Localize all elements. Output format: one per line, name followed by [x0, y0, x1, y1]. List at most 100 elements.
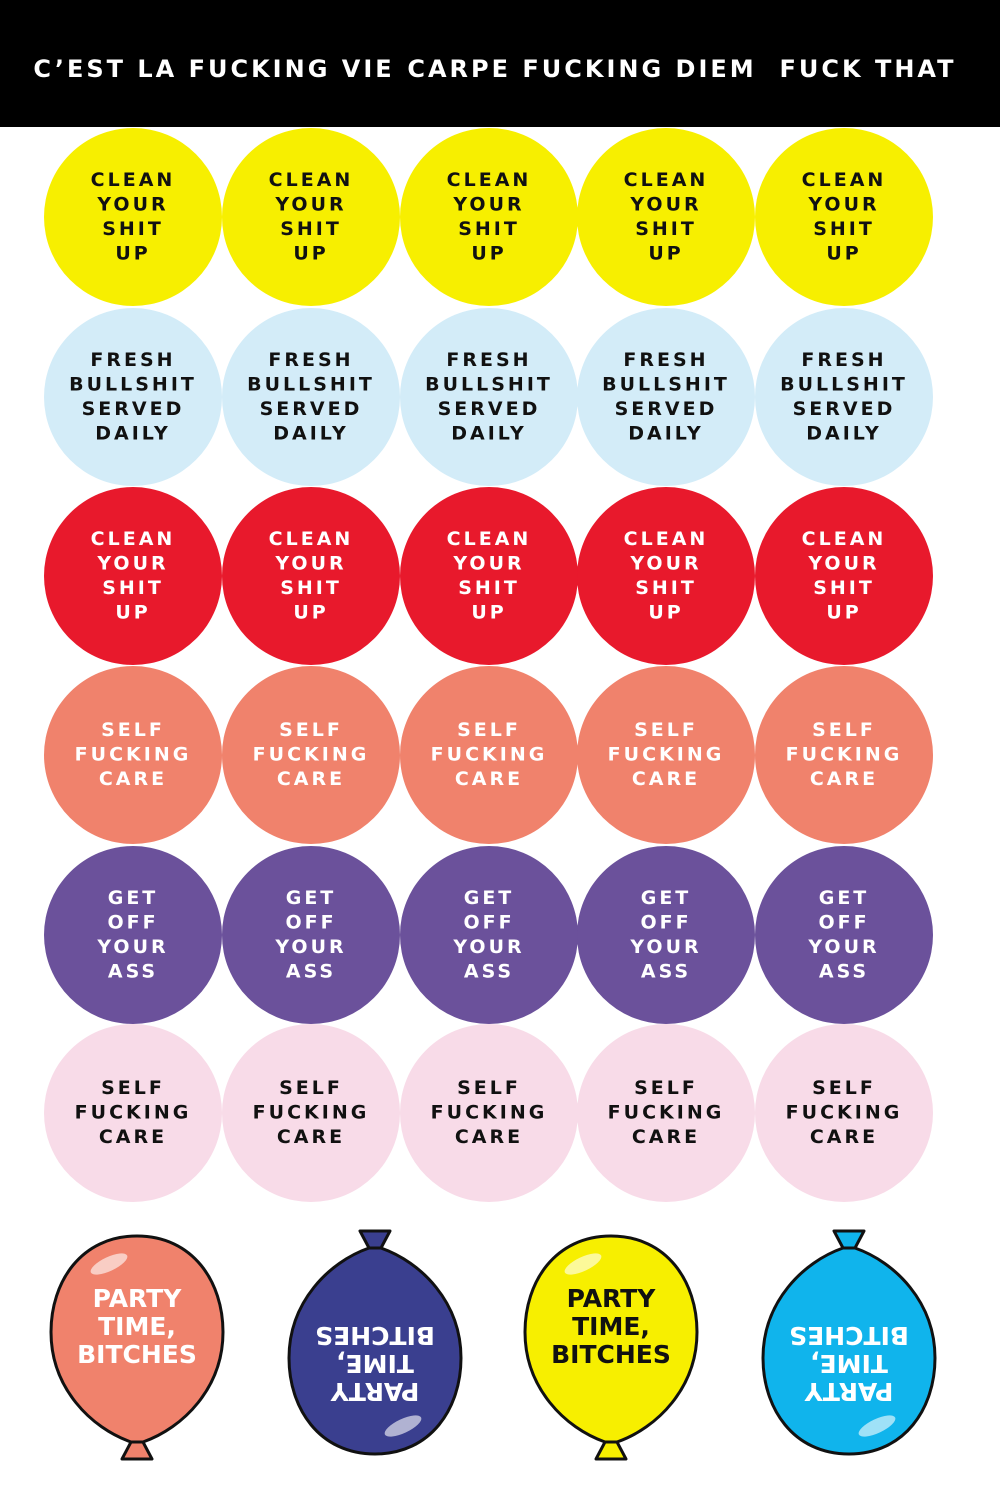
sticker-text: ASS: [641, 960, 691, 982]
sticker-text: UP: [648, 601, 683, 623]
sticker-circle: [755, 666, 933, 844]
sticker-text: OFF: [640, 911, 691, 933]
sticker-text: CLEAN: [91, 169, 176, 191]
sticker-text: DAILY: [806, 422, 881, 444]
sticker-text: SERVED: [260, 398, 363, 420]
sticker-text: CLEAN: [269, 169, 354, 191]
sticker-text: SHIT: [635, 218, 697, 240]
sticker-text: CARE: [455, 768, 523, 790]
balloon-knot: [594, 1440, 628, 1461]
sticker-text: SELF: [279, 719, 343, 741]
sticker-text: CARE: [277, 768, 345, 790]
sticker-text: SHIT: [280, 218, 342, 240]
sticker-circle: [222, 1024, 400, 1202]
sticker-text: SERVED: [438, 398, 541, 420]
sticker-text: ASS: [464, 960, 514, 982]
sticker-text: YOUR: [96, 936, 168, 958]
sticker-circle: [577, 666, 755, 844]
sticker-text: SHIT: [280, 577, 342, 599]
sticker-text: CARE: [810, 1126, 878, 1148]
sticker-text: SHIT: [813, 218, 875, 240]
sticker-text: CLEAN: [802, 528, 887, 550]
sticker-text: YOUR: [807, 936, 879, 958]
header-item: CARPE FUCKING DIEM: [407, 55, 756, 83]
sticker-text: CARE: [632, 1126, 700, 1148]
sticker-text: SHIT: [458, 218, 520, 240]
sticker-text: GET: [286, 887, 337, 909]
sticker-text: FUCKING: [253, 744, 370, 766]
sticker-text: YOUR: [96, 193, 168, 215]
sticker-text: OFF: [463, 911, 514, 933]
sticker-text: YOUR: [807, 193, 879, 215]
sticker-text: CLEAN: [91, 528, 176, 550]
sticker-text: SELF: [812, 719, 876, 741]
sticker-text: OFF: [818, 911, 869, 933]
sticker-text: SELF: [101, 1077, 165, 1099]
balloon-highlight: [858, 1415, 896, 1437]
sticker-text: FRESH: [268, 349, 353, 371]
balloon-knot: [832, 1229, 866, 1250]
sticker-text: SERVED: [793, 398, 896, 420]
sticker-text: DAILY: [628, 422, 703, 444]
sticker-text: YOUR: [96, 552, 168, 574]
sticker-text: GET: [641, 887, 692, 909]
sticker-circle: [44, 487, 222, 665]
sticker-text: BULLSHIT: [602, 373, 730, 395]
sticker-text: BULLSHIT: [780, 373, 908, 395]
sticker-circle: [400, 128, 578, 306]
sticker-text: CLEAN: [624, 169, 709, 191]
sticker-text: UP: [826, 601, 861, 623]
sticker-circle: [577, 308, 755, 486]
sticker-text: UP: [471, 601, 506, 623]
sticker-text: SELF: [279, 1077, 343, 1099]
sticker-circle: [222, 666, 400, 844]
sticker-text: GET: [819, 887, 870, 909]
sticker-text: UP: [115, 242, 150, 264]
sticker-text: FUCKING: [786, 1102, 903, 1124]
sticker-circle: [755, 487, 933, 665]
sticker-text: SERVED: [615, 398, 718, 420]
sticker-text: FUCKING: [608, 744, 725, 766]
sticker-text: BULLSHIT: [69, 373, 197, 395]
sticker-text: YOUR: [629, 936, 701, 958]
sticker-text: SELF: [457, 1077, 521, 1099]
sticker-text: UP: [293, 242, 328, 264]
sticker-text: CARE: [632, 768, 700, 790]
balloon-text: BITCHES: [77, 1340, 197, 1369]
sticker-text: FUCKING: [75, 1102, 192, 1124]
sticker-text: YOUR: [274, 552, 346, 574]
sticker-text: CARE: [810, 768, 878, 790]
sticker-circle: [400, 308, 578, 486]
sticker-circle: [577, 487, 755, 665]
sticker-circle: [400, 487, 578, 665]
sticker-circle: [577, 846, 755, 1024]
sticker-text: ASS: [819, 960, 869, 982]
sticker-circle: [44, 308, 222, 486]
sticker-text: UP: [293, 601, 328, 623]
balloon-text: BITCHES: [551, 1340, 671, 1369]
header-item: C’EST LA FUCKING VIE: [33, 55, 394, 83]
sticker-text: UP: [826, 242, 861, 264]
sticker-circle: [400, 1024, 578, 1202]
sticker-text: YOUR: [807, 552, 879, 574]
sticker-text: CLEAN: [624, 528, 709, 550]
